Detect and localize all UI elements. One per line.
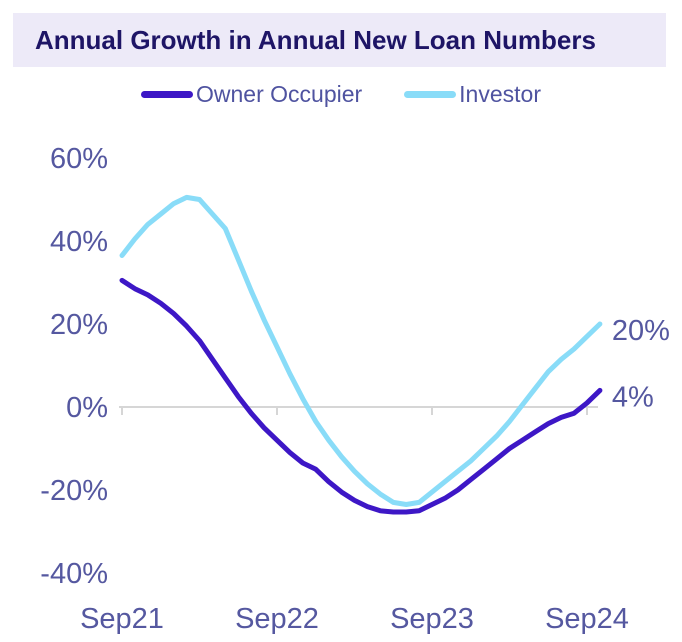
- series-line-investor: [119, 194, 603, 507]
- legend-label-owner-occupier: Owner Occupier: [196, 80, 363, 107]
- y-tick-label: -40%: [40, 558, 108, 590]
- legend-item-owner-occupier: Owner Occupier: [141, 81, 362, 108]
- y-tick-label: 20%: [50, 309, 108, 341]
- x-tick-label: Sep23: [390, 603, 474, 635]
- legend-swatch-owner-occupier: [141, 90, 193, 98]
- end-label-owner-occupier: 4%: [612, 381, 654, 413]
- x-tick-label: Sep21: [80, 603, 164, 635]
- y-tick-label: 60%: [50, 143, 108, 175]
- title-bar: Annual Growth in Annual New Loan Numbers: [13, 13, 666, 67]
- page-title: Annual Growth in Annual New Loan Numbers: [35, 24, 596, 55]
- series-line-owner-occupier: [119, 277, 603, 515]
- legend-label-investor: Investor: [459, 80, 541, 107]
- x-tick-label: Sep22: [235, 603, 319, 635]
- legend-item-investor: Investor: [404, 81, 541, 108]
- x-tick-label: Sep24: [545, 603, 629, 635]
- y-tick-label: 40%: [50, 226, 108, 258]
- legend: Owner Occupier Investor: [0, 79, 682, 109]
- y-tick-label: -20%: [40, 475, 108, 507]
- end-label-investor: 20%: [612, 315, 670, 347]
- y-tick-label: 0%: [66, 392, 108, 424]
- legend-swatch-investor: [404, 90, 457, 98]
